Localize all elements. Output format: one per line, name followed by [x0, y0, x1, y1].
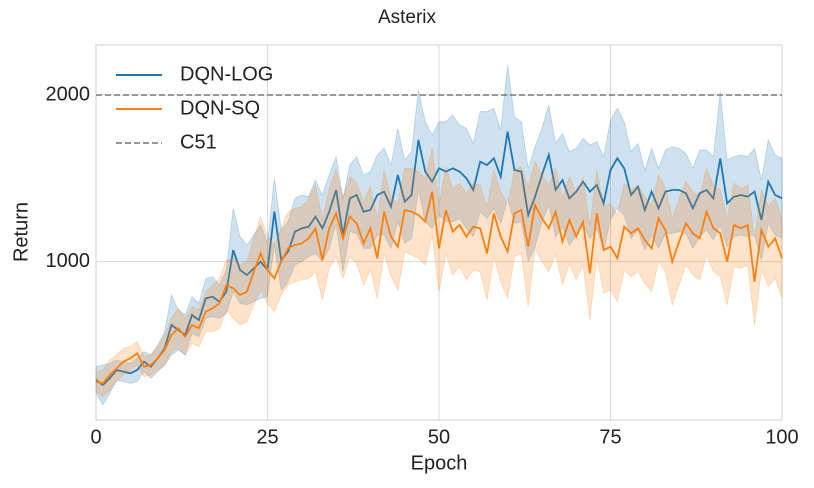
legend-label: C51: [180, 131, 217, 153]
x-axis-label: Epoch: [411, 452, 468, 474]
x-tick-label: 75: [599, 426, 621, 448]
line: [95, 131, 783, 387]
confidence-band: [95, 64, 783, 406]
legend-label: DQN-SQ: [180, 97, 260, 119]
x-tick-label: 25: [256, 426, 278, 448]
chart-title: Asterix: [378, 7, 437, 28]
line: [95, 191, 783, 385]
y-tick-label: 1000: [46, 250, 91, 272]
x-tick-label: 50: [428, 426, 450, 448]
x-tick-label: 100: [765, 426, 798, 448]
y-axis-label: Return: [10, 202, 32, 262]
plot-frame: [95, 44, 783, 421]
confidence-band: [95, 148, 783, 398]
y-tick-label: 2000: [46, 83, 91, 105]
x-tick-label: 0: [90, 426, 101, 448]
legend-label: DQN-LOG: [180, 63, 273, 85]
